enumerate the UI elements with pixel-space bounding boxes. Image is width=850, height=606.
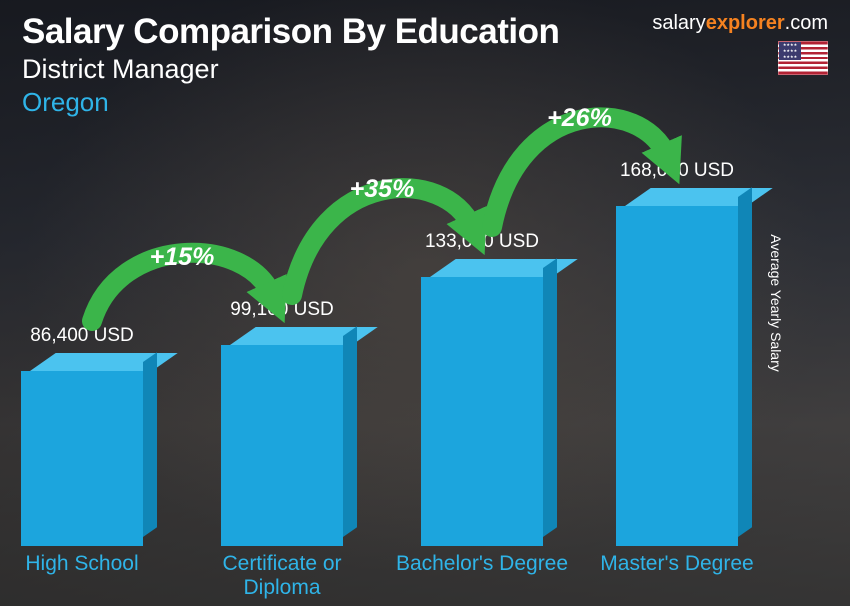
chart-bar [221, 345, 343, 546]
bar-side-face [543, 258, 557, 537]
title-block: Salary Comparison By Education District … [22, 12, 559, 118]
bar-category-label: Master's Degree [587, 552, 767, 576]
subtitle: District Manager [22, 54, 559, 85]
chart-area: 86,400 USDHigh School99,100 USDCertifica… [22, 146, 810, 606]
bar-front-face [21, 371, 143, 546]
brand-mid: explorer [706, 12, 785, 34]
bar-side-face [738, 187, 752, 537]
bar-category-label: High School [0, 552, 172, 576]
bar-front-face [221, 345, 343, 546]
bar-category-label: Certificate or Diploma [192, 552, 372, 600]
main-title: Salary Comparison By Education [22, 12, 559, 52]
brand-suffix: .com [785, 12, 828, 34]
increase-percent-label: +15% [142, 243, 222, 272]
bar-side-face [143, 352, 157, 537]
brand-block: salaryexplorer.com [652, 12, 828, 118]
bar-category-label: Bachelor's Degree [392, 552, 572, 576]
bar-side-face [343, 326, 357, 537]
location: Oregon [22, 87, 559, 118]
chart-bar [21, 371, 143, 546]
flag-icon [778, 41, 828, 75]
y-axis-label: Average Yearly Salary [767, 234, 783, 372]
brand-prefix: salary [652, 12, 705, 34]
header: Salary Comparison By Education District … [22, 12, 828, 118]
bar-front-face [616, 206, 738, 546]
chart-bar [616, 206, 738, 546]
brand-text: salaryexplorer.com [652, 12, 828, 35]
increase-percent-label: +35% [342, 175, 422, 204]
